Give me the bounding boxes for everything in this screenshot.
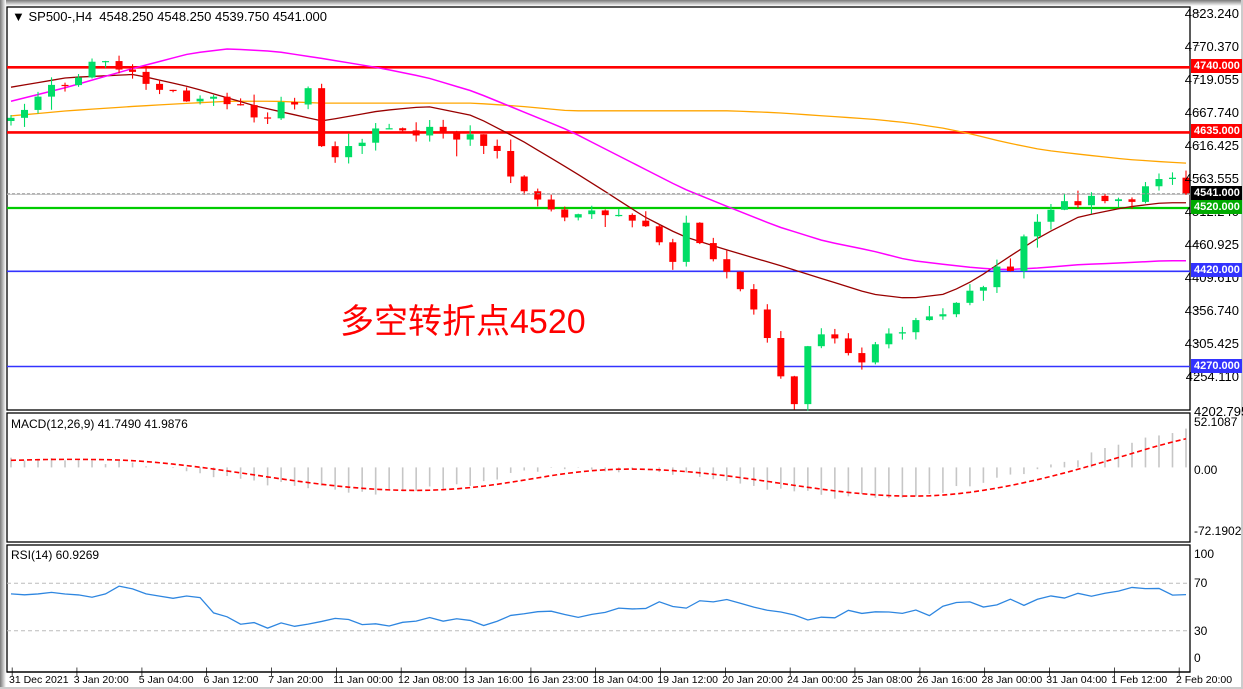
svg-text:多空转折点4520: 多空转折点4520: [340, 303, 586, 341]
